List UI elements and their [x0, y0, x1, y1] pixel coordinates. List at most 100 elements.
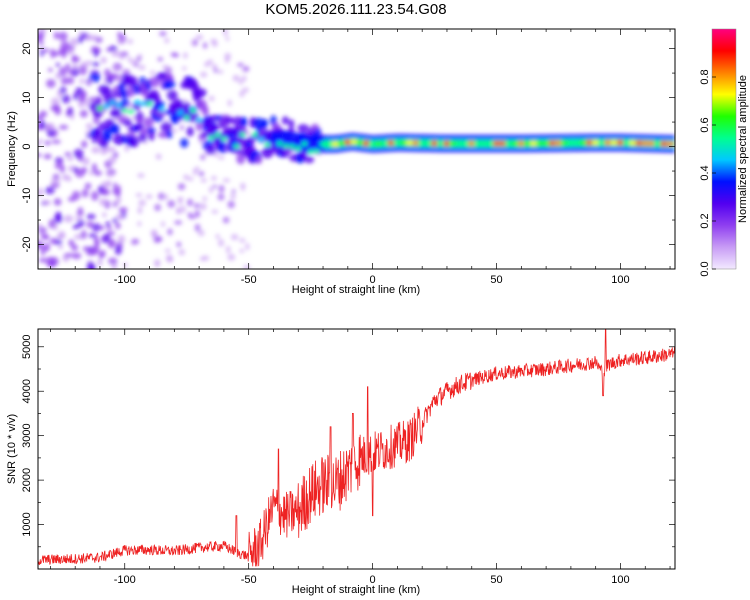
noise-blob: [38, 115, 44, 121]
noise-blob: [45, 122, 56, 132]
noise-blob: [71, 244, 79, 252]
noise-blob: [151, 231, 157, 239]
noise-blob: [69, 37, 78, 47]
noise-blob: [211, 209, 219, 214]
y-tick-label: 4000: [21, 379, 33, 403]
noise-blob: [130, 58, 138, 66]
ridge-spot: [350, 139, 359, 145]
band-blob: [99, 139, 109, 149]
noise-blob: [167, 199, 176, 208]
ridge-spot: [610, 140, 619, 145]
noise-blob: [218, 184, 225, 193]
ridge-spot: [276, 141, 283, 146]
ridge-spot: [647, 141, 656, 146]
ridge-spot: [325, 141, 334, 147]
noise-blob: [66, 76, 75, 85]
noise-blob: [51, 177, 61, 184]
colorbar-ticks: 0.0 0.2 0.4 0.6 0.8: [699, 69, 716, 277]
noise-blob: [242, 87, 249, 93]
colorbar-frame: [711, 28, 737, 270]
ridge-spot: [227, 133, 234, 138]
noise-blob: [243, 66, 250, 72]
x-tick-label: 100: [611, 274, 629, 286]
noise-blob: [224, 56, 230, 64]
noise-blob: [124, 144, 130, 152]
noise-blob: [149, 70, 156, 75]
x-tick-label: -50: [241, 574, 257, 586]
noise-blob: [100, 56, 107, 64]
noise-blob: [77, 36, 83, 44]
noise-blob: [60, 77, 69, 85]
ridge-spot: [449, 141, 458, 146]
ridge-spot: [362, 141, 371, 146]
noise-blob: [155, 236, 163, 242]
noise-blob: [111, 49, 120, 57]
noise-blob: [176, 241, 182, 248]
ridge-spot: [196, 118, 203, 123]
band-blob: [195, 119, 203, 132]
ridge-spot: [289, 144, 296, 149]
ridge-spot: [666, 141, 675, 147]
noise-blob: [100, 236, 109, 241]
band-blob: [184, 101, 191, 113]
x-tick-label: -100: [114, 574, 136, 586]
noise-blob: [40, 233, 50, 240]
snr-panel: -100 -50 0 50 100 1000 2000 3000 4000 5000 Heigh…: [6, 328, 676, 596]
noise-blob: [41, 199, 52, 206]
ridge-spot: [461, 141, 470, 146]
band-blob: [107, 73, 119, 80]
ridge-spot: [486, 141, 495, 146]
noise-blob: [107, 180, 112, 188]
noise-blob: [194, 210, 201, 218]
noise-blob: [200, 154, 206, 161]
noise-blob: [100, 148, 107, 156]
noise-blob: [112, 66, 120, 72]
band-blob: [166, 90, 178, 101]
x-tick-label: 0: [370, 574, 376, 586]
ridge-spot: [96, 106, 103, 111]
noise-blob: [53, 31, 59, 40]
ridge-spot: [635, 140, 644, 146]
band-blob: [254, 154, 263, 165]
colorbar-tick-label: 0.6: [699, 117, 711, 132]
noise-blob: [71, 252, 82, 260]
noise-blob: [59, 86, 67, 94]
ridge-spot: [622, 140, 631, 145]
ridge-spot: [591, 140, 600, 145]
snr-y-ticks: 1000 2000 3000 4000 5000: [21, 335, 675, 548]
noise-blob: [88, 96, 98, 102]
y-tick-label: 3000: [21, 423, 33, 447]
noise-blob: [202, 196, 208, 202]
band-blob: [109, 108, 122, 118]
noise-blob: [91, 146, 101, 154]
noise-blob: [116, 184, 121, 194]
noise-blob: [227, 99, 232, 107]
noise-blob: [63, 215, 74, 223]
ridge-spot: [573, 140, 582, 146]
ridge-spot: [183, 115, 190, 120]
noise-blob: [80, 166, 88, 174]
x-tick-label: 50: [490, 274, 502, 286]
noise-blob: [182, 52, 188, 59]
colorbar-label: Normalized spectral amplitude: [737, 75, 749, 223]
ridge-spot: [282, 143, 289, 149]
noise-blob: [86, 213, 96, 220]
chart-title: KOM5.2026.111.23.54.G08: [265, 1, 446, 18]
ridge-spot: [307, 149, 314, 154]
noise-blob: [38, 257, 48, 263]
noise-blob: [197, 229, 205, 237]
ridge-spot: [337, 141, 346, 146]
ridge-spot: [331, 141, 340, 147]
noise-blob: [38, 120, 46, 129]
noise-blob: [157, 192, 165, 201]
ridge-spot: [301, 141, 308, 146]
noise-blob: [137, 173, 145, 178]
spectrogram-y-ticks: 20 10 0 -10 -20: [21, 42, 675, 270]
noise-blob: [215, 234, 220, 240]
noise-blob: [86, 60, 93, 65]
noise-blob: [38, 46, 44, 52]
noise-blob: [115, 222, 121, 230]
noise-blob: [101, 212, 107, 218]
band-blob: [187, 111, 199, 123]
